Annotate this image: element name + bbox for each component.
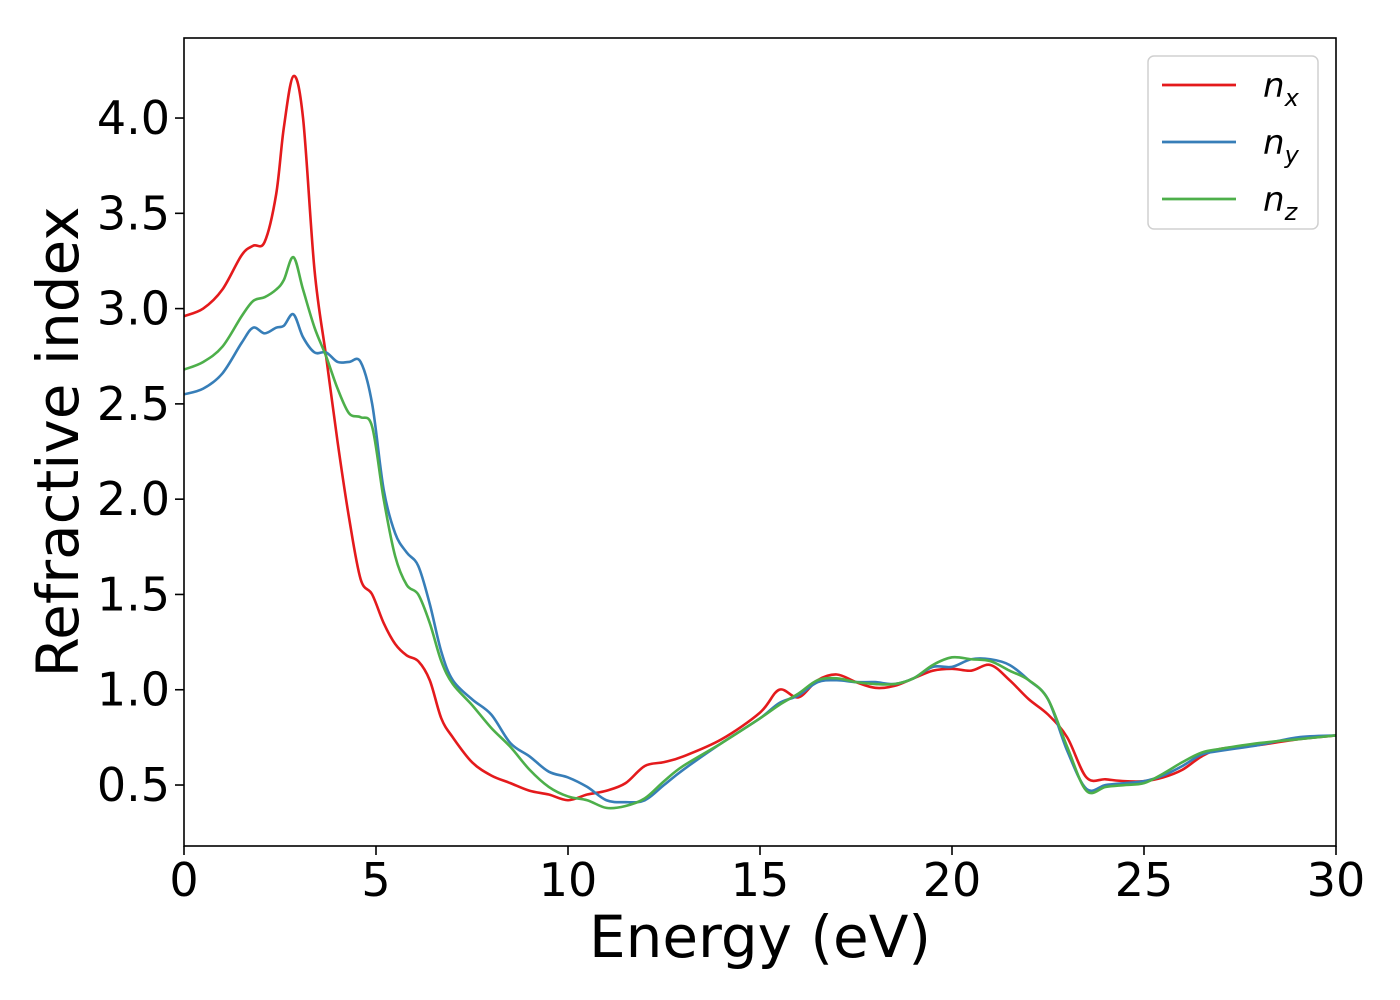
x-axis: 0 5 10 15 20 25 30 [169,846,1365,907]
x-tick-label: 10 [539,853,598,907]
series-line-nz [184,255,1336,810]
x-tick-label: 5 [361,853,390,907]
y-tick-label: 2.5 [97,377,170,431]
y-tick-label: 3.0 [97,282,170,336]
y-tick-label: 2.0 [97,472,170,526]
x-tick-label: 20 [923,853,982,907]
y-tick-label: 1.0 [97,663,170,717]
y-tick-label: 0.5 [97,758,170,812]
series-layer [184,74,1336,810]
y-tick-label: 4.0 [97,91,170,145]
x-tick-label: 30 [1307,853,1366,907]
x-axis-title: Energy (eV) [589,903,931,971]
y-axis: 0.5 1.0 1.5 2.0 2.5 3.0 3.5 4.0 [97,91,184,812]
x-tick-label: 15 [731,853,790,907]
legend-subscript: x [1284,84,1300,112]
x-tick-label: 25 [1115,853,1174,907]
y-tick-label: 3.5 [97,186,170,240]
legend-subscript: z [1284,198,1299,226]
y-axis-title: Refractive index [24,206,92,677]
legend-subscript: y [1284,141,1300,169]
series-line-nx [184,74,1336,802]
y-tick-label: 1.5 [97,567,170,621]
x-tick-label: 0 [169,853,198,907]
